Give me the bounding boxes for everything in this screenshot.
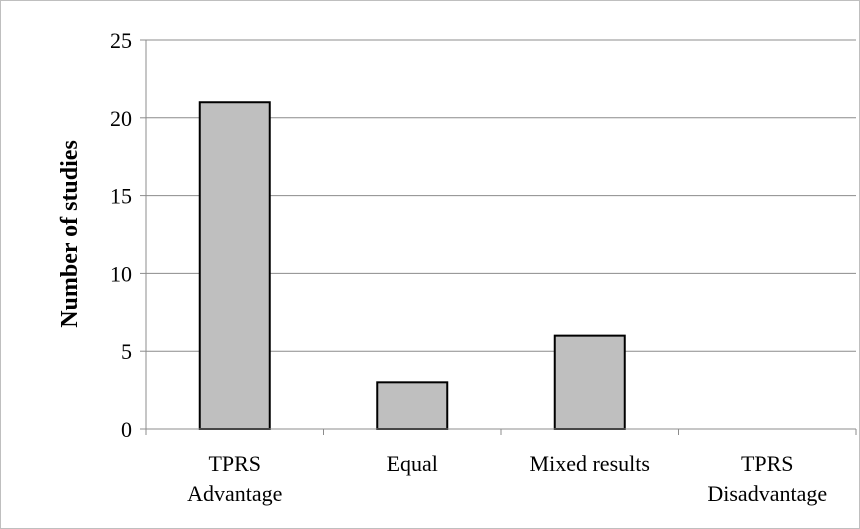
y-tick-label: 10 (110, 261, 132, 286)
y-tick-label: 20 (110, 106, 132, 131)
x-tick-label-line: TPRS (208, 451, 261, 476)
x-tick-label: Mixed results (530, 451, 650, 476)
bar-2 (553, 334, 626, 431)
y-tick-label: 25 (110, 28, 132, 53)
x-tick-label-line: Advantage (187, 481, 282, 506)
x-tick-label: Equal (387, 451, 438, 476)
y-tick-label: 15 (110, 184, 132, 209)
axes (145, 40, 857, 435)
bars (198, 101, 626, 431)
x-tick-label-line: Equal (387, 451, 438, 476)
bar-0 (198, 101, 271, 431)
x-axis-labels: TPRS Advantage Equal Mixed results TPRS Disad… (187, 451, 827, 506)
y-axis-ticks: 0 5 10 15 20 25 (110, 28, 146, 442)
x-tick-label: TPRS Disadvantage (707, 451, 827, 506)
x-tick-label-line: Disadvantage (707, 481, 827, 506)
y-tick-label: 0 (121, 417, 132, 442)
y-tick-label: 5 (121, 339, 132, 364)
x-tick-label-line: TPRS (741, 451, 794, 476)
x-tick-label: TPRS Advantage (187, 451, 282, 506)
x-tick-label-line: Mixed results (530, 451, 650, 476)
bar-1 (376, 381, 449, 431)
y-axis-title: Number of studies (57, 140, 83, 328)
